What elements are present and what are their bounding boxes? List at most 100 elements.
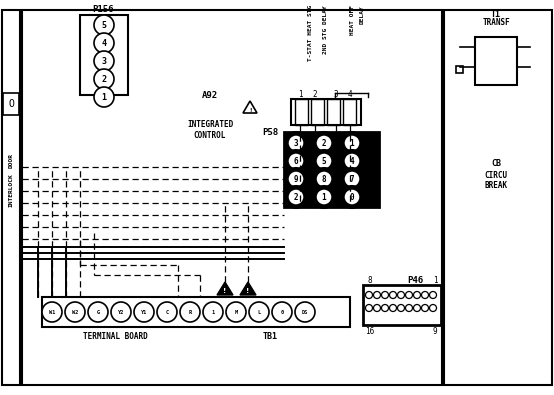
Circle shape [288,135,304,151]
Text: 9: 9 [433,327,437,336]
Bar [343,99,356,125]
Circle shape [111,302,131,322]
Text: DOOR: DOOR [8,152,13,167]
Circle shape [42,302,62,322]
Text: CB: CB [491,158,501,167]
Circle shape [249,302,269,322]
Circle shape [65,302,85,322]
Text: 3: 3 [334,90,338,99]
Circle shape [316,135,332,151]
Bar [475,37,517,85]
Text: BREAK: BREAK [484,181,507,190]
Polygon shape [217,282,233,295]
Circle shape [288,153,304,169]
Circle shape [398,292,404,299]
Circle shape [295,302,315,322]
Bar [42,297,350,327]
Text: Y2: Y2 [118,310,124,314]
Text: INTERLOCK: INTERLOCK [8,173,13,207]
Text: 6: 6 [294,156,298,166]
Text: Y1: Y1 [141,310,147,314]
Bar [295,99,308,125]
Text: 3: 3 [101,56,106,66]
Circle shape [366,292,372,299]
Text: W1: W1 [49,310,55,314]
Circle shape [344,135,360,151]
Text: P58: P58 [262,128,278,137]
Text: 2: 2 [312,90,317,99]
Text: W2: W2 [72,310,78,314]
Circle shape [344,189,360,205]
Text: !: ! [249,107,252,113]
Circle shape [94,87,114,107]
Text: DELAY: DELAY [360,5,365,24]
Text: C: C [166,310,168,314]
Circle shape [157,302,177,322]
Bar [3,93,19,115]
Text: 8: 8 [322,175,326,184]
Text: HEAT OFF: HEAT OFF [350,5,355,35]
Text: G: G [96,310,100,314]
Circle shape [180,302,200,322]
Text: 5: 5 [101,21,106,30]
Circle shape [285,186,307,208]
Text: 1: 1 [322,192,326,201]
Text: !: ! [223,288,227,294]
Text: 1: 1 [212,310,214,314]
Text: TRANSF: TRANSF [482,18,510,27]
Bar [327,99,340,125]
Text: 1: 1 [297,90,302,99]
Text: DS: DS [302,310,308,314]
Text: 1: 1 [433,276,437,285]
Circle shape [94,15,114,35]
Circle shape [316,153,332,169]
Text: TB1: TB1 [263,332,278,341]
Bar [291,99,361,125]
Circle shape [366,305,372,312]
Text: T-STAT HEAT STG: T-STAT HEAT STG [308,5,313,61]
Circle shape [373,305,381,312]
Text: 2: 2 [322,139,326,147]
Bar [80,15,128,95]
Circle shape [341,132,363,154]
Bar [311,99,324,125]
Circle shape [429,305,437,312]
Circle shape [313,132,335,154]
Circle shape [429,292,437,299]
Circle shape [398,305,404,312]
Text: 4: 4 [350,156,355,166]
Text: L: L [258,310,260,314]
Circle shape [313,186,335,208]
Circle shape [344,153,360,169]
Text: O: O [8,99,14,109]
Circle shape [341,186,363,208]
Circle shape [226,302,246,322]
Bar [284,132,379,207]
Text: CIRCU: CIRCU [484,171,507,179]
Circle shape [389,305,397,312]
Text: T1: T1 [491,10,501,19]
Text: TERMINAL BOARD: TERMINAL BOARD [83,332,147,341]
Circle shape [285,132,307,154]
Text: 4: 4 [101,38,106,47]
Circle shape [422,305,428,312]
Circle shape [288,171,304,187]
Polygon shape [240,282,256,295]
Text: 0: 0 [350,192,355,201]
Circle shape [373,292,381,299]
Circle shape [389,292,397,299]
Circle shape [316,189,332,205]
Circle shape [94,69,114,89]
Text: 3: 3 [294,139,298,147]
Circle shape [382,305,388,312]
Circle shape [285,150,307,172]
Circle shape [94,51,114,71]
Text: P46: P46 [407,276,423,285]
Circle shape [382,292,388,299]
Text: 0: 0 [280,310,284,314]
Circle shape [134,302,154,322]
Bar [444,10,552,385]
Bar [22,10,442,385]
Text: 4: 4 [348,90,352,99]
Circle shape [406,305,413,312]
